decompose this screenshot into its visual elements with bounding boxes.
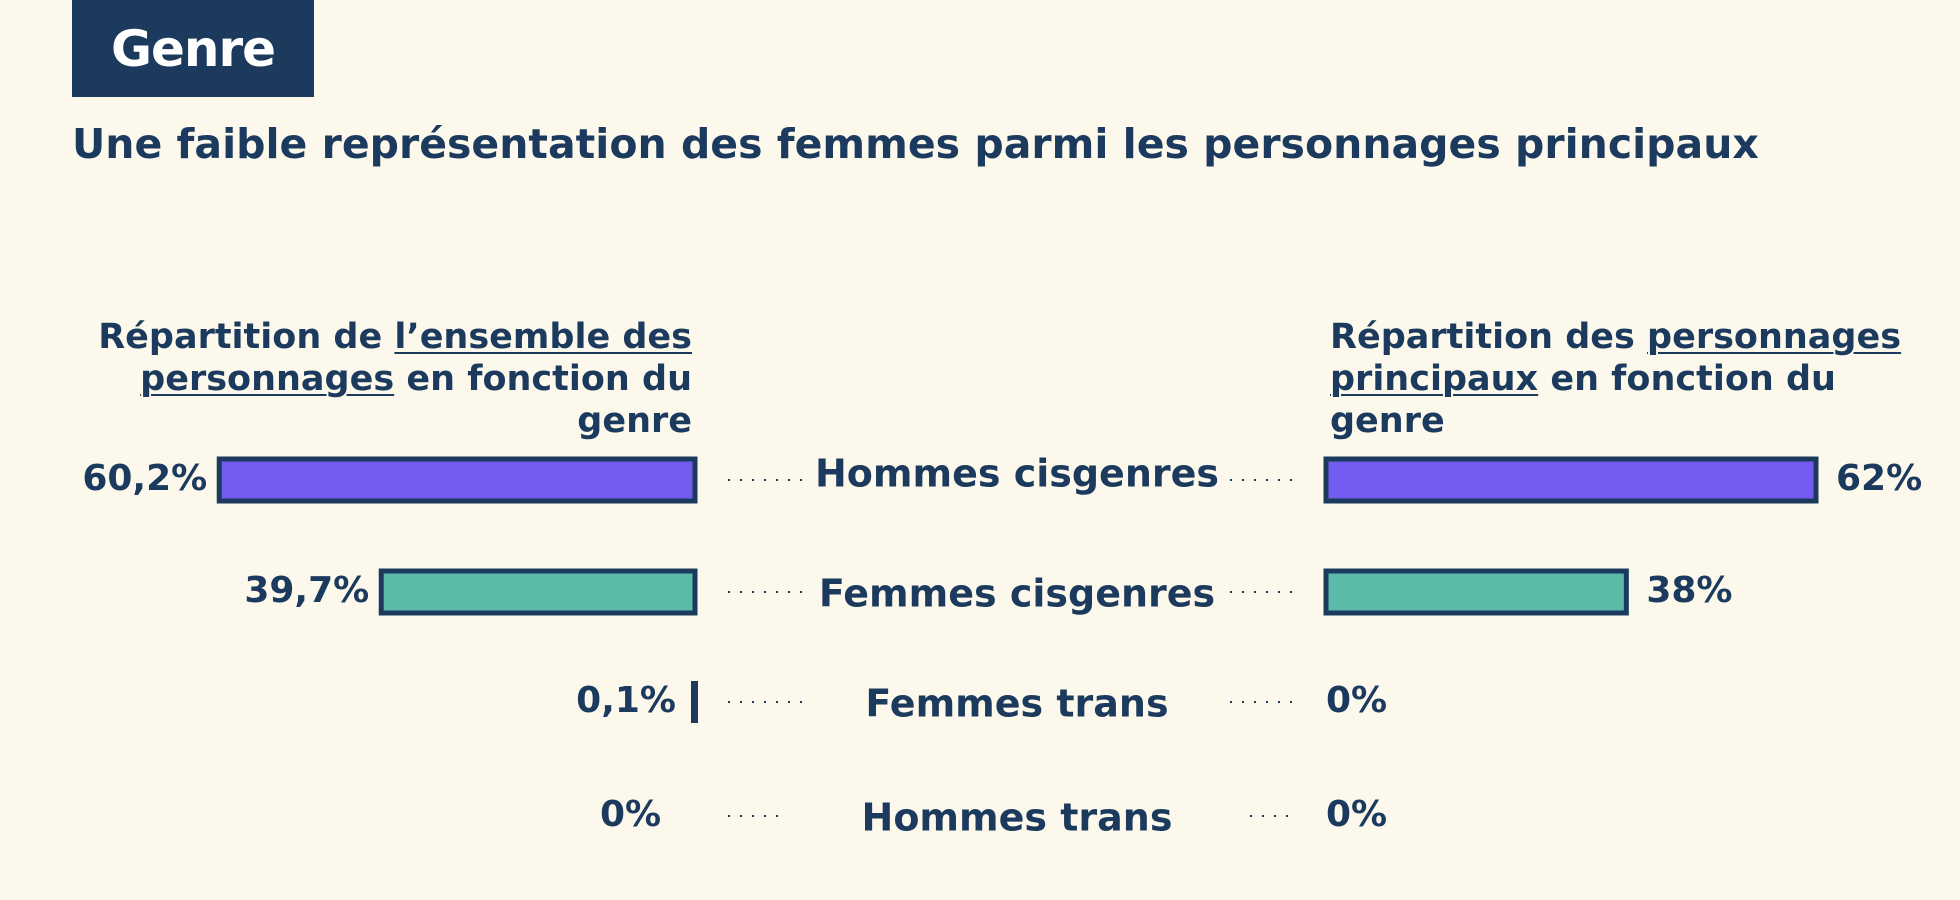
category-label-3: Hommes trans — [862, 796, 1173, 840]
category-label-1: Femmes cisgenres — [819, 572, 1215, 616]
right-title-emphasis: personnages principaux — [1330, 317, 1902, 399]
right-value-label-3: 0% — [1326, 794, 1387, 835]
left-value-label-1: 39,7% — [244, 570, 369, 611]
category-label-2: Femmes trans — [865, 682, 1168, 726]
left-title-part-3: en fonction du genre — [394, 359, 692, 441]
left-bar-1 — [378, 568, 698, 616]
left-bar-2 — [691, 681, 698, 723]
left-value-label-0: 60,2% — [82, 458, 207, 499]
page-subtitle: Une faible représentation des femmes par… — [72, 120, 1759, 168]
right-value-label-2: 0% — [1326, 680, 1387, 721]
right-value-label-1: 38% — [1646, 570, 1732, 611]
left-title-emphasis: l’ensemble des personnages — [140, 317, 692, 399]
left-bar-0 — [216, 456, 698, 504]
left-value-label-2: 0,1% — [576, 680, 676, 721]
right-bar-1 — [1323, 568, 1629, 616]
right-title-part-1: Répartition des — [1330, 317, 1648, 357]
left-value-label-3: 0% — [600, 794, 661, 835]
right-bar-0 — [1323, 456, 1819, 504]
section-tag: Genre — [72, 0, 314, 97]
right-title-part-3: en fonction du genre — [1330, 359, 1836, 441]
right-chart-title: Répartition des personnages principaux e… — [1330, 316, 1950, 442]
left-chart-title: Répartition de l’ensemble des personnage… — [60, 316, 692, 442]
right-value-label-0: 62% — [1836, 458, 1922, 499]
left-title-part-1: Répartition de — [98, 317, 395, 357]
category-label-0: Hommes cisgenres — [815, 452, 1219, 496]
